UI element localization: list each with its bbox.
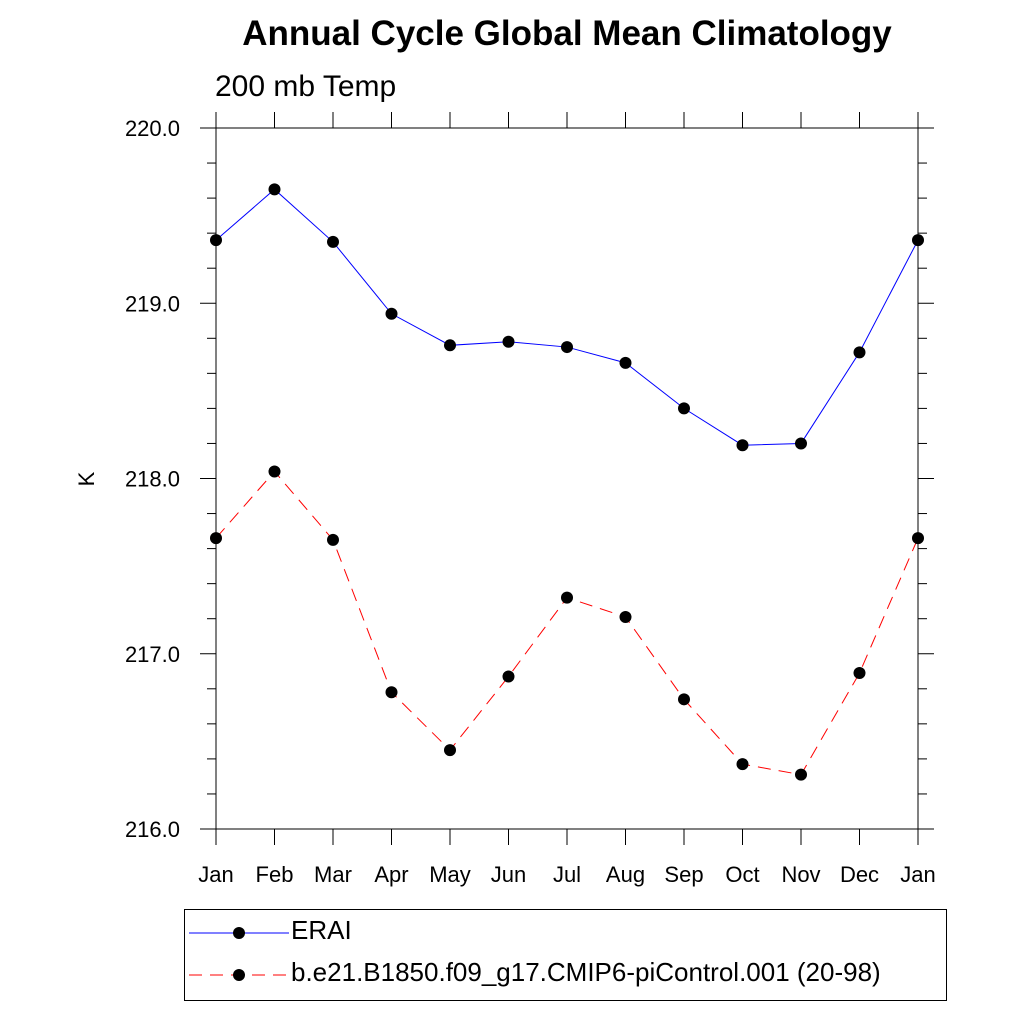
x-tick-label: Oct [725,862,759,887]
x-tick-label: Feb [256,862,294,887]
y-tick-label: 218.0 [125,467,180,492]
data-point [853,346,866,359]
y-tick-label: 219.0 [125,291,180,316]
chart-subtitle: 200 mb Temp [215,70,397,103]
chart-title: Annual Cycle Global Mean Climatology [242,14,892,53]
x-tick-label: Sep [664,862,703,887]
data-point [385,686,398,699]
x-tick-label: Apr [374,862,408,887]
data-point [502,335,515,348]
data-point [678,402,690,415]
legend-swatch-erai [189,927,289,939]
data-point [268,465,281,478]
data-point [619,356,632,369]
data-point [327,533,339,546]
x-tick-label: Jul [553,862,581,887]
data-point [561,591,573,604]
y-axis-label: K [74,471,99,486]
data-point [912,234,924,247]
x-tick-label: Mar [314,862,352,887]
x-tick-label: Jan [900,862,935,887]
data-point [561,341,573,354]
data-point [385,307,398,320]
x-tick-label: Nov [781,862,820,887]
x-tick-label: Jun [491,862,526,887]
data-point [795,437,807,450]
series-line-1 [215,470,919,776]
data-point [736,758,749,771]
data-point [853,667,866,680]
y-tick-label: 220.0 [125,116,180,141]
axes: Jan Feb Mar Apr May Jun Jul Aug Sep Oct Nov Dec Jan 2… [125,112,936,887]
data-point [795,768,807,781]
data-point [912,532,924,545]
y-tick-label: 217.0 [125,642,180,667]
x-tick-label: May [429,862,471,887]
y-tick-label: 216.0 [125,817,180,842]
data-point [210,532,222,545]
data-point [736,439,749,452]
data-point [678,693,690,706]
data-point [327,235,339,248]
data-point [619,610,632,623]
plot-frame [215,127,919,830]
data-point [210,234,222,247]
series-layer [210,183,924,781]
data-point [502,670,515,683]
data-point [444,744,456,757]
legend-label-model: b.e21.B1850.f09_g17.CMIP6-piControl.001 … [291,957,881,987]
data-point [444,339,456,352]
legend: ERAI b.e21.B1850.f09_g17.CMIP6-piControl… [184,909,947,1001]
series-line-0 [215,188,919,446]
legend-swatch-model [189,969,289,981]
legend-label-erai: ERAI [291,915,352,945]
legend-item-model: b.e21.B1850.f09_g17.CMIP6-piControl.001 … [185,955,946,995]
data-point [268,183,281,196]
x-tick-label: Aug [606,862,645,887]
x-tick-label: Dec [840,862,879,887]
x-tick-label: Jan [198,862,233,887]
legend-item-erai: ERAI [185,913,946,953]
